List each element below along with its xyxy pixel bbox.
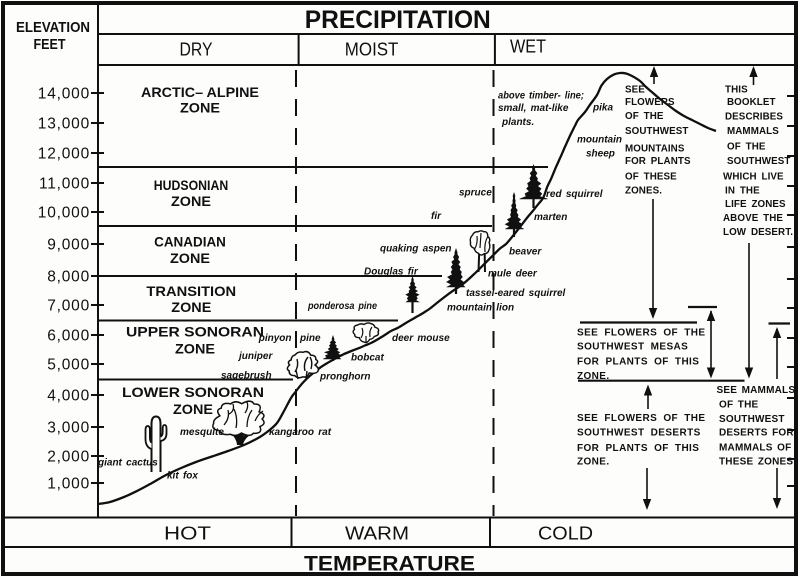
svg-text:ZONE: ZONE: [171, 193, 211, 209]
svg-text:small, mat-like: small, mat-like: [498, 103, 569, 114]
svg-text:9,000: 9,000: [47, 237, 90, 254]
svg-text:ZONE: ZONE: [171, 299, 211, 315]
svg-text:Douglas fir: Douglas fir: [364, 266, 419, 277]
svg-text:juniper: juniper: [237, 351, 273, 362]
svg-text:CANADIAN: CANADIAN: [154, 234, 226, 250]
svg-text:FLOWERS: FLOWERS: [625, 97, 675, 108]
svg-text:7,000: 7,000: [47, 298, 90, 315]
svg-text:SOUTHWEST: SOUTHWEST: [625, 126, 689, 137]
svg-text:bobcat: bobcat: [351, 353, 384, 364]
svg-text:TRANSITION: TRANSITION: [146, 283, 236, 299]
svg-text:WHICH LIVE: WHICH LIVE: [723, 172, 784, 183]
svg-text:FOR PLANTS OF THIS: FOR PLANTS OF THIS: [577, 443, 699, 454]
svg-text:WET: WET: [510, 37, 546, 57]
svg-text:ZONE: ZONE: [175, 341, 215, 357]
svg-text:marten: marten: [534, 212, 567, 223]
svg-text:kangaroo rat: kangaroo rat: [269, 427, 332, 438]
svg-text:giant cactus: giant cactus: [97, 458, 158, 469]
svg-text:COLD: COLD: [538, 524, 593, 544]
svg-text:2,000: 2,000: [47, 449, 90, 466]
svg-text:ZONE: ZONE: [173, 401, 213, 417]
svg-text:FEET: FEET: [34, 36, 66, 53]
svg-text:5,000: 5,000: [47, 357, 90, 374]
svg-text:mountain lion: mountain lion: [447, 302, 514, 313]
svg-text:BOOKLET: BOOKLET: [727, 97, 776, 108]
svg-text:ELEVATION: ELEVATION: [16, 19, 90, 36]
svg-text:MOIST: MOIST: [345, 40, 399, 60]
svg-text:pine: pine: [299, 333, 321, 344]
svg-text:12,000: 12,000: [38, 146, 90, 163]
svg-text:FOR PLANTS: FOR PLANTS: [625, 156, 691, 167]
svg-text:plants.: plants.: [501, 117, 534, 128]
svg-text:OF THE: OF THE: [727, 142, 766, 153]
svg-text:ZONE.: ZONE.: [577, 457, 610, 468]
svg-text:deer mouse: deer mouse: [392, 333, 450, 344]
svg-text:MOUNTAINS: MOUNTAINS: [625, 144, 685, 155]
svg-text:SEE MAMMALS: SEE MAMMALS: [717, 385, 796, 396]
svg-text:DESCRIBES: DESCRIBES: [725, 112, 783, 123]
svg-text:SOUTHWEST DESERTS: SOUTHWEST DESERTS: [577, 428, 701, 439]
svg-text:SEE: SEE: [625, 84, 645, 95]
svg-text:3,000: 3,000: [47, 420, 90, 437]
svg-text:OF THESE: OF THESE: [625, 172, 677, 183]
svg-text:14,000: 14,000: [38, 86, 90, 103]
svg-text:ponderosa pine: ponderosa pine: [307, 301, 377, 312]
svg-text:UPPER SONORAN: UPPER SONORAN: [126, 324, 264, 340]
svg-text:sagebrush: sagebrush: [221, 371, 272, 382]
svg-text:11,000: 11,000: [39, 176, 90, 193]
svg-text:quaking aspen: quaking aspen: [380, 244, 452, 255]
svg-text:tassel-eared squirrel: tassel-eared squirrel: [466, 288, 566, 299]
svg-text:pika: pika: [592, 103, 613, 114]
svg-text:pronghorn: pronghorn: [319, 372, 371, 383]
svg-text:DRY: DRY: [180, 40, 213, 60]
svg-text:mesquite: mesquite: [180, 427, 224, 438]
svg-text:ZONES.: ZONES.: [625, 185, 662, 196]
svg-text:TEMPERATURE: TEMPERATURE: [304, 552, 475, 576]
svg-text:PRECIPITATION: PRECIPITATION: [305, 6, 491, 34]
svg-text:8,000: 8,000: [47, 269, 90, 286]
svg-text:red squirrel: red squirrel: [546, 189, 603, 200]
svg-text:ZONE: ZONE: [170, 250, 210, 266]
svg-text:ZONE: ZONE: [180, 99, 220, 115]
svg-text:DESERTS FOR: DESERTS FOR: [719, 428, 794, 439]
svg-text:kit fox: kit fox: [167, 471, 198, 482]
svg-text:13,000: 13,000: [38, 116, 90, 133]
svg-text:spruce: spruce: [459, 188, 492, 199]
svg-text:SOUTHWEST: SOUTHWEST: [719, 414, 785, 425]
svg-text:fir: fir: [431, 211, 442, 222]
svg-text:6,000: 6,000: [47, 328, 90, 345]
svg-text:beaver: beaver: [509, 246, 542, 257]
svg-text:WARM: WARM: [345, 524, 409, 544]
svg-text:THIS: THIS: [725, 84, 748, 95]
svg-text:1,000: 1,000: [47, 476, 90, 493]
svg-text:HUDSONIAN: HUDSONIAN: [154, 177, 228, 193]
svg-text:MAMMALS: MAMMALS: [727, 126, 779, 137]
svg-text:ABOVE THE: ABOVE THE: [723, 213, 783, 224]
svg-text:IN THE: IN THE: [725, 185, 760, 196]
svg-text:ARCTIC– ALPINE: ARCTIC– ALPINE: [141, 84, 259, 100]
svg-text:FOR PLANTS OF THIS: FOR PLANTS OF THIS: [577, 357, 699, 368]
svg-text:sheep: sheep: [586, 148, 615, 159]
svg-text:above timber- line;: above timber- line;: [498, 91, 584, 102]
svg-text:LOW DESERT.: LOW DESERT.: [723, 227, 793, 238]
svg-text:MAMMALS OF: MAMMALS OF: [719, 442, 791, 453]
svg-text:4,000: 4,000: [47, 388, 90, 405]
svg-text:10,000: 10,000: [38, 205, 90, 222]
svg-text:OF THE: OF THE: [625, 111, 664, 122]
svg-text:SEE FLOWERS OF THE: SEE FLOWERS OF THE: [577, 413, 705, 424]
svg-text:HOT: HOT: [164, 524, 211, 544]
svg-text:pinyon: pinyon: [258, 333, 292, 344]
svg-text:LOWER SONORAN: LOWER SONORAN: [122, 384, 264, 400]
svg-text:OF THE: OF THE: [719, 399, 758, 410]
svg-text:SEE FLOWERS OF THE: SEE FLOWERS OF THE: [577, 327, 705, 338]
svg-text:SOUTHWEST: SOUTHWEST: [727, 156, 791, 167]
svg-text:LIFE ZONES: LIFE ZONES: [725, 199, 786, 210]
svg-text:ZONE.: ZONE.: [577, 371, 610, 382]
svg-text:SOUTHWEST MESAS: SOUTHWEST MESAS: [577, 342, 688, 353]
svg-text:mule deer: mule deer: [488, 269, 538, 280]
svg-text:mountain: mountain: [577, 134, 622, 145]
svg-text:THESE ZONES.: THESE ZONES.: [719, 457, 796, 468]
